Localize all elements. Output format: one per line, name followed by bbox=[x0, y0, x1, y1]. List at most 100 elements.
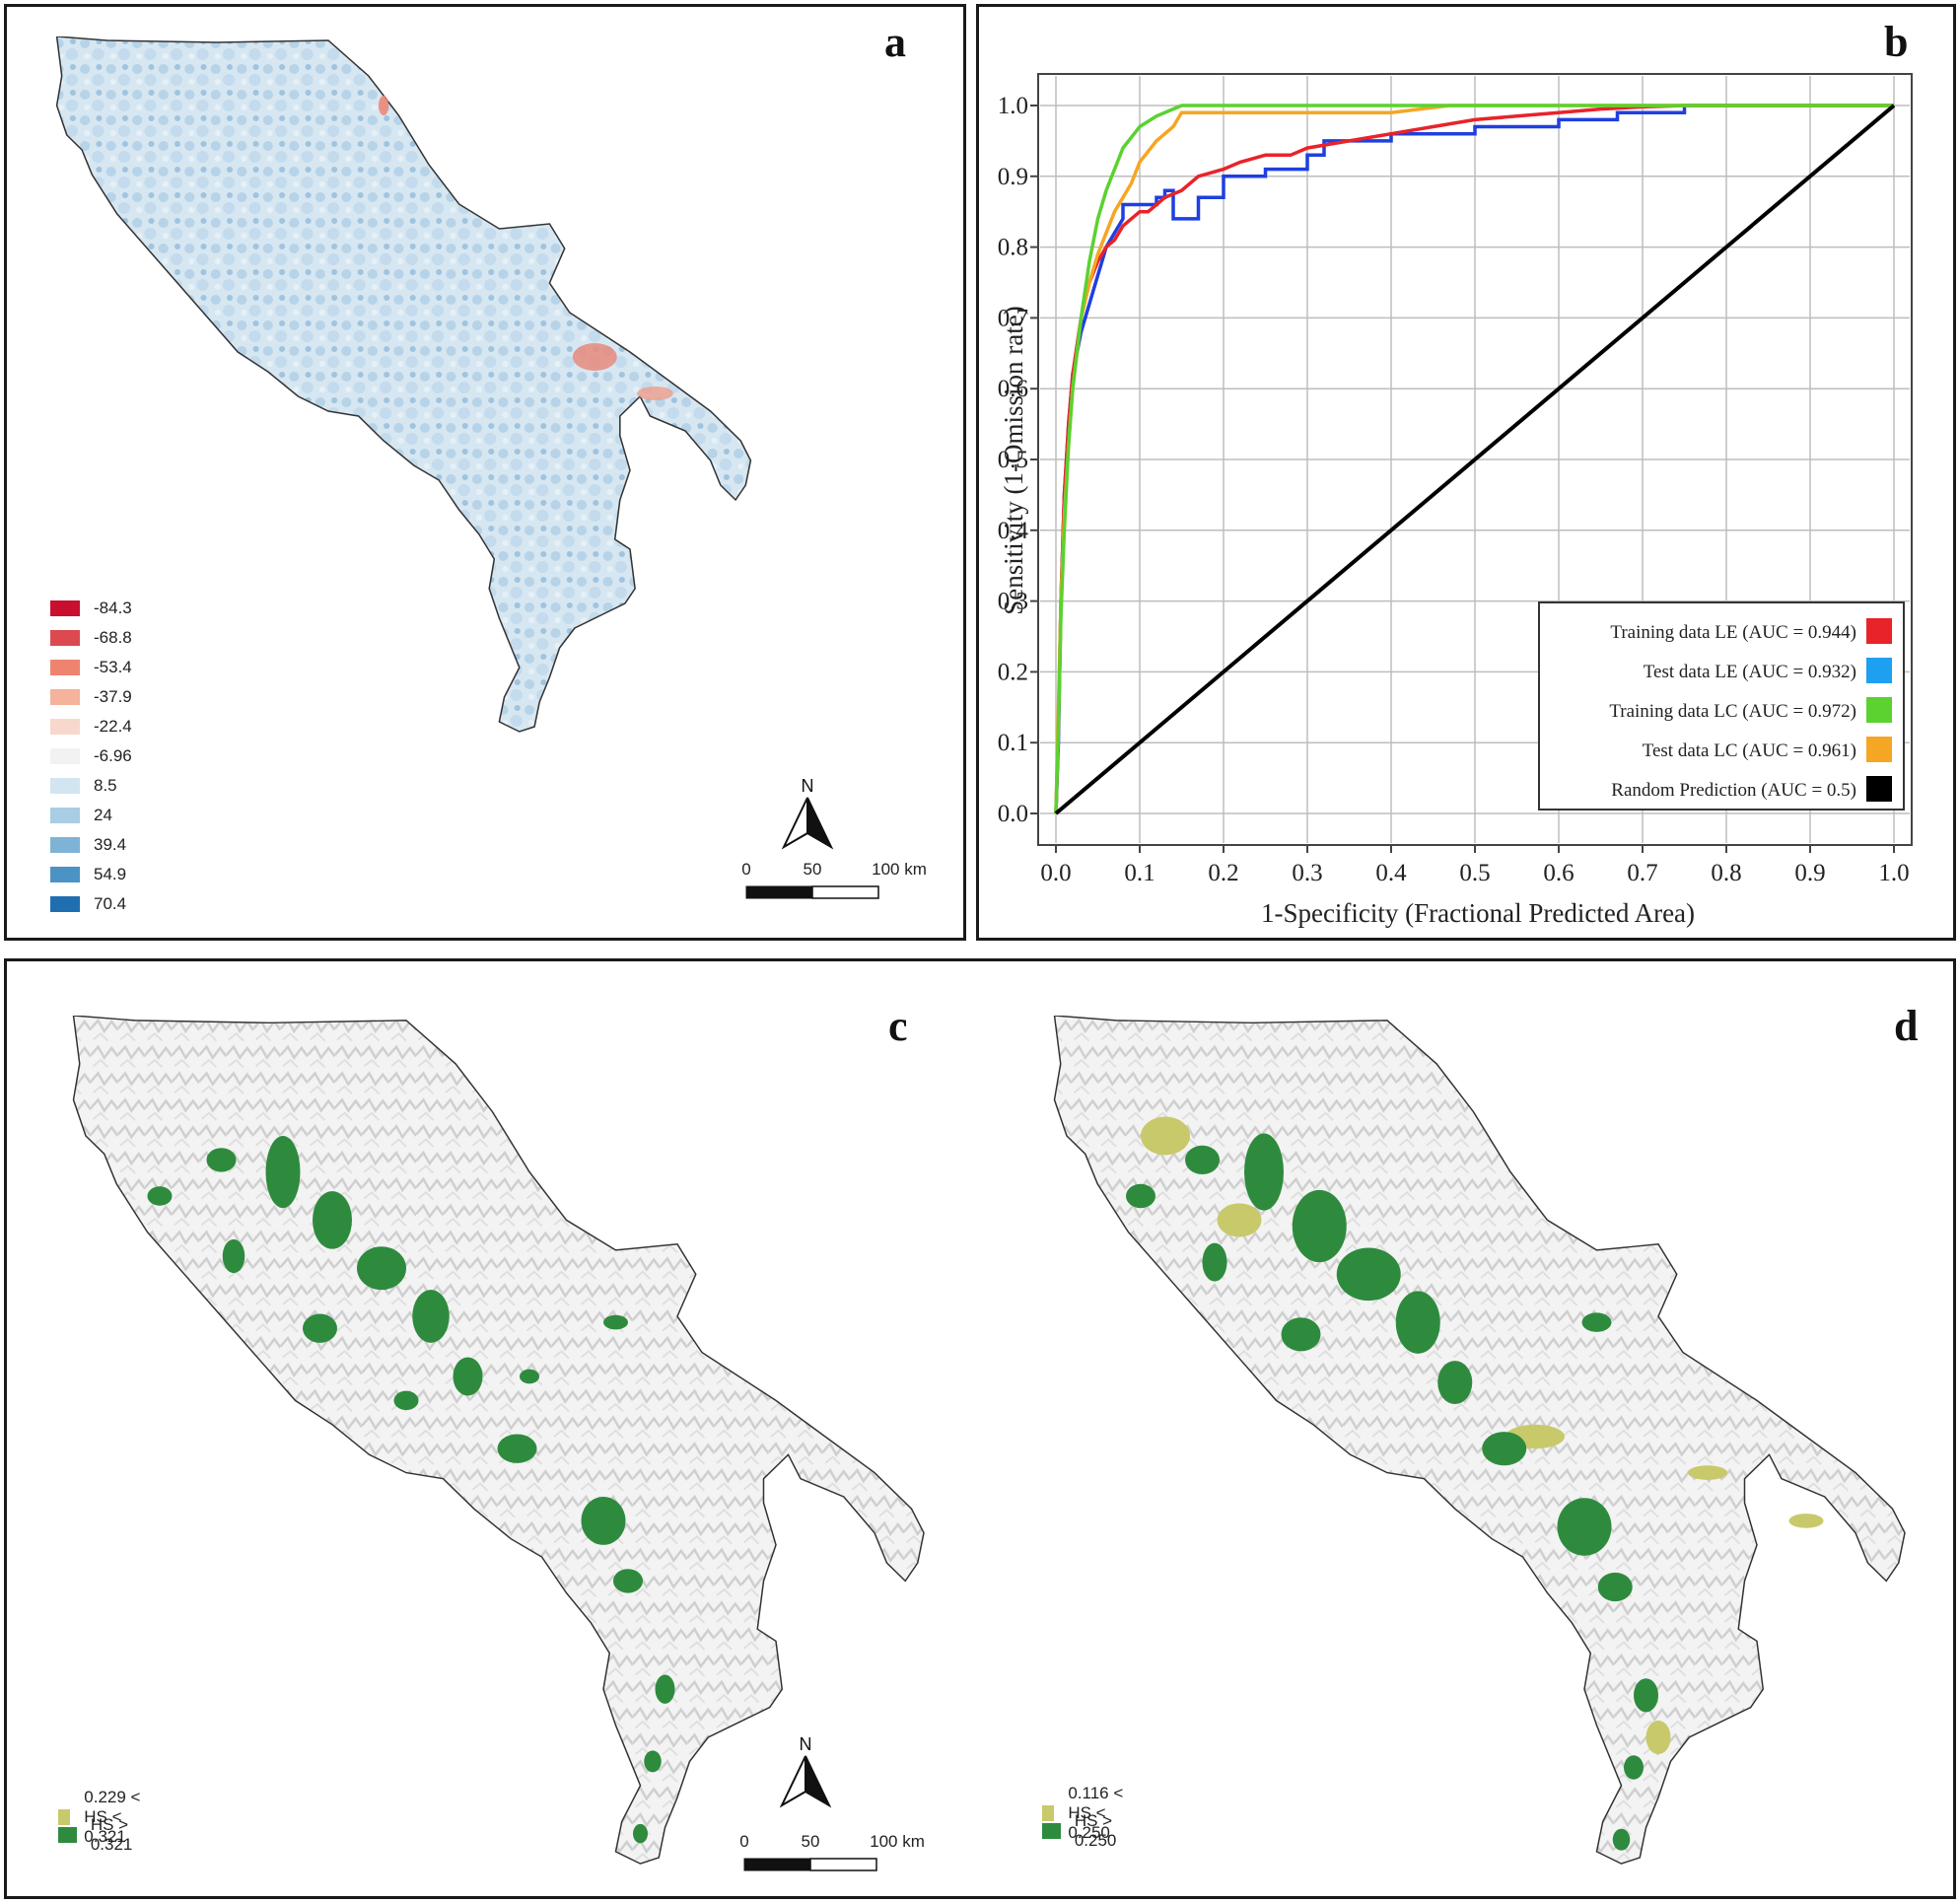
legend-a-item: -68.8 bbox=[50, 628, 132, 648]
legend-a-label: 39.4 bbox=[94, 835, 127, 854]
x-tick-label: 0.5 bbox=[1459, 860, 1490, 886]
hs-patches-d-high bbox=[1126, 1133, 1658, 1851]
legend-a-label: -68.8 bbox=[94, 628, 132, 647]
legend-a-swatch bbox=[50, 837, 80, 853]
legend-a-label: -84.3 bbox=[94, 599, 132, 617]
legend-d-item: HS > 0.250 bbox=[1042, 1811, 1128, 1851]
legend-a-label: -53.4 bbox=[94, 658, 132, 676]
legend-a-label: 70.4 bbox=[94, 894, 127, 913]
anomaly-gargano bbox=[572, 343, 617, 371]
legend-a-item: 24 bbox=[50, 806, 112, 825]
x-tick-label: 0.9 bbox=[1794, 860, 1825, 886]
legend-entry-label: Test data LC (AUC = 0.961) bbox=[1643, 740, 1856, 761]
scale-bar-c: 0 50 100 km bbox=[739, 1832, 925, 1871]
legend-entry-label: Training data LE (AUC = 0.944) bbox=[1610, 622, 1856, 643]
scale-c-50: 50 bbox=[802, 1832, 820, 1851]
north-arrow-a: N bbox=[781, 776, 834, 850]
legend-a-item: -6.96 bbox=[50, 746, 132, 766]
x-tick-label: 0.4 bbox=[1375, 860, 1407, 886]
y-tick-label: 0.1 bbox=[998, 730, 1028, 756]
legend-a-item: -22.4 bbox=[50, 717, 132, 737]
y-tick-label: 0.9 bbox=[998, 164, 1028, 190]
x-tick-label: 0.3 bbox=[1292, 860, 1322, 886]
x-tick-label: 0.7 bbox=[1627, 860, 1657, 886]
legend-d-swatch bbox=[1042, 1805, 1055, 1821]
legend-a-label: 54.9 bbox=[94, 865, 127, 883]
legend-a-label: 24 bbox=[94, 806, 112, 824]
scale-a-50: 50 bbox=[804, 860, 822, 879]
legend-a-swatch bbox=[50, 867, 80, 882]
x-tick-label: 0.6 bbox=[1543, 860, 1574, 886]
legend-entry-swatch bbox=[1866, 697, 1892, 723]
y-tick-label: 0.4 bbox=[998, 518, 1029, 544]
scale-c-100: 100 km bbox=[870, 1832, 925, 1851]
y-tick-label: 0.7 bbox=[998, 305, 1028, 331]
legend-entry-swatch bbox=[1866, 737, 1892, 762]
legend-a-label: -37.9 bbox=[94, 687, 132, 706]
x-axis-label: 1-Specificity (Fractional Predicted Area… bbox=[1261, 898, 1695, 928]
panel-cd: c d bbox=[4, 958, 1956, 1899]
chart-legend: Training data LE (AUC = 0.944) Test data … bbox=[1538, 601, 1905, 811]
map-c bbox=[72, 1016, 925, 1865]
x-tick-label: 0.2 bbox=[1208, 860, 1238, 886]
x-tick-label: 0.0 bbox=[1040, 860, 1071, 886]
north-label-a: N bbox=[802, 776, 814, 796]
x-tick-label: 0.1 bbox=[1124, 860, 1155, 886]
legend-a-item: 70.4 bbox=[50, 894, 126, 914]
legend-c-item: 0.229 < HS < 0.321 bbox=[58, 1788, 144, 1847]
series-line-random-prediction bbox=[1054, 104, 1896, 815]
legend-a-item: -37.9 bbox=[50, 687, 132, 707]
y-tick-label: 0.0 bbox=[998, 801, 1028, 827]
panel-b-letter: b bbox=[1884, 18, 1909, 66]
legend-d-swatch bbox=[1042, 1823, 1061, 1839]
legend-entry-swatch bbox=[1866, 658, 1892, 683]
legend-d-label: 0.116 < HS < 0.250 bbox=[1068, 1784, 1124, 1842]
legend-entry-label: Test data LE (AUC = 0.932) bbox=[1644, 662, 1856, 682]
roc-chart: 0.0 0.1 0.2 0.3 0.4 0.5 0.6 0.7 0.8 0.9 1.0 0.0 0.1 0… bbox=[998, 73, 1913, 928]
legend-entry-label: Random Prediction (AUC = 0.5) bbox=[1611, 780, 1856, 801]
legend-c-label: HS > 0.321 bbox=[90, 1815, 133, 1854]
panel-c-letter: c bbox=[888, 1002, 908, 1050]
legend-a-swatch bbox=[50, 896, 80, 912]
x-tick-label: 1.0 bbox=[1878, 860, 1909, 886]
legend-a-label: -6.96 bbox=[94, 746, 132, 765]
scale-c-0: 0 bbox=[739, 1832, 748, 1851]
legend-a-item: 39.4 bbox=[50, 835, 126, 855]
y-tick-label: 1.0 bbox=[998, 93, 1028, 119]
map-d bbox=[1053, 1016, 1906, 1865]
y-tick-label: 0.2 bbox=[998, 659, 1028, 685]
series-line-test-data-le bbox=[1054, 104, 1894, 814]
legend-a-swatch bbox=[50, 719, 80, 735]
legend-a-item: -53.4 bbox=[50, 658, 132, 677]
legend-c-item: HS > 0.321 bbox=[58, 1815, 144, 1855]
x-tick-label: 0.8 bbox=[1711, 860, 1741, 886]
legend-a-label: 8.5 bbox=[94, 776, 117, 795]
legend-a-swatch bbox=[50, 808, 80, 823]
series-line-training-data-lc bbox=[1054, 104, 1894, 814]
north-arrow-c: N bbox=[779, 1734, 832, 1808]
legend-a-item: -84.3 bbox=[50, 599, 132, 618]
panel-b: b 0.0 0.1 0.2 0.3 0.4 0.5 0.6 0.7 0.8 0.9 1.0 0.0 0.… bbox=[976, 4, 1956, 941]
scale-bar-a: 0 50 100 km bbox=[741, 860, 927, 899]
y-axis-label: Sensitivity (1-Omission rate) bbox=[999, 306, 1028, 614]
anomaly-foggia bbox=[637, 387, 673, 400]
legend-a-swatch bbox=[50, 778, 80, 794]
legend-a-label: -22.4 bbox=[94, 717, 132, 736]
legend-c-swatch bbox=[58, 1827, 77, 1843]
legend-d-item: 0.116 < HS < 0.250 bbox=[1042, 1784, 1128, 1843]
hs-patches-c bbox=[147, 1136, 675, 1844]
panel-d-letter: d bbox=[1894, 1002, 1919, 1050]
y-tick-label: 0.5 bbox=[998, 447, 1028, 473]
panel-a: a -84.3 -68.8 -53.4 -37.9 -22.4 -6.96 8.5 24 39.… bbox=[4, 4, 966, 941]
legend-entry-label: Training data LC (AUC = 0.972) bbox=[1609, 701, 1856, 722]
legend-a-swatch bbox=[50, 600, 80, 616]
y-tick-label: 0.6 bbox=[998, 376, 1028, 402]
anomaly-north bbox=[379, 96, 389, 115]
scale-a-100: 100 km bbox=[872, 860, 927, 879]
scale-a-0: 0 bbox=[741, 860, 750, 879]
legend-d-label: HS > 0.250 bbox=[1074, 1811, 1117, 1850]
legend-a-item: 8.5 bbox=[50, 776, 117, 796]
legend-a-swatch bbox=[50, 748, 80, 764]
legend-entry-swatch bbox=[1866, 776, 1892, 802]
panel-a-letter: a bbox=[884, 18, 906, 66]
